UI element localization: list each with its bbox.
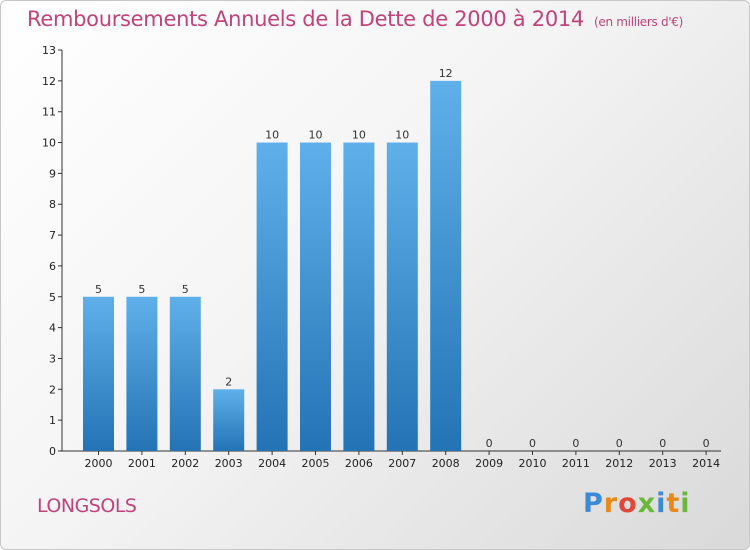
bar xyxy=(300,142,331,452)
bar-value-label: 12 xyxy=(439,67,453,80)
bar xyxy=(169,296,201,451)
bar-value-label: 0 xyxy=(486,437,493,450)
bar xyxy=(256,142,288,452)
x-tick-label: 2009 xyxy=(475,457,503,470)
bar-value-label: 10 xyxy=(352,129,366,142)
bar xyxy=(343,142,375,452)
bar-value-label: 0 xyxy=(703,437,710,450)
x-tick-label: 2001 xyxy=(128,457,156,470)
unit-note: (en milliers d'€) xyxy=(594,15,684,29)
bar xyxy=(213,389,245,451)
bar xyxy=(126,296,158,451)
x-tick-label: 2008 xyxy=(432,457,460,470)
bar-value-label: 0 xyxy=(529,437,536,450)
y-tick-label: 4 xyxy=(49,322,56,335)
bar-value-label: 10 xyxy=(309,129,323,142)
x-tick-label: 2014 xyxy=(692,457,720,470)
x-tick-label: 2002 xyxy=(171,457,199,470)
bar-value-label: 10 xyxy=(265,129,279,142)
x-tick-label: 2006 xyxy=(345,457,373,470)
y-tick-label: 12 xyxy=(42,75,56,88)
bar-value-label: 0 xyxy=(572,437,579,450)
bar-value-label: 5 xyxy=(95,283,102,296)
bar xyxy=(83,296,114,451)
y-tick-label: 1 xyxy=(49,414,56,427)
commune-name: LONGSOLS xyxy=(37,495,137,517)
bar xyxy=(386,142,418,452)
x-tick-label: 2013 xyxy=(649,457,677,470)
y-tick-label: 6 xyxy=(49,260,56,273)
x-tick-label: 2004 xyxy=(258,457,286,470)
x-tick-label: 2007 xyxy=(388,457,416,470)
x-tick-label: 2011 xyxy=(562,457,590,470)
title-text: Remboursements Annuels de la Dette de 20… xyxy=(27,7,584,31)
bar-value-label: 10 xyxy=(395,129,409,142)
y-tick-label: 7 xyxy=(49,229,56,242)
x-tick-label: 2012 xyxy=(605,457,633,470)
chart-title: Remboursements Annuels de la Dette de 20… xyxy=(27,7,683,31)
x-tick-label: 2005 xyxy=(302,457,330,470)
y-tick-label: 2 xyxy=(49,383,56,396)
bar-value-label: 5 xyxy=(138,283,145,296)
x-tick-label: 2010 xyxy=(519,457,547,470)
x-tick-label: 2003 xyxy=(215,457,243,470)
bar-value-label: 2 xyxy=(225,375,232,388)
bar-value-label: 5 xyxy=(182,283,189,296)
y-tick-label: 0 xyxy=(49,445,56,458)
y-tick-label: 10 xyxy=(42,137,56,150)
y-tick-label: 13 xyxy=(42,44,56,57)
y-tick-label: 11 xyxy=(42,106,56,119)
x-tick-label: 2000 xyxy=(85,457,113,470)
bar-value-label: 0 xyxy=(616,437,623,450)
y-tick-label: 5 xyxy=(49,291,56,304)
bar xyxy=(430,80,462,451)
proxiti-logo: Proxiti xyxy=(583,488,691,519)
y-tick-label: 9 xyxy=(49,167,56,180)
y-tick-label: 3 xyxy=(49,352,56,365)
bar-value-label: 0 xyxy=(659,437,666,450)
y-tick-label: 8 xyxy=(49,198,56,211)
